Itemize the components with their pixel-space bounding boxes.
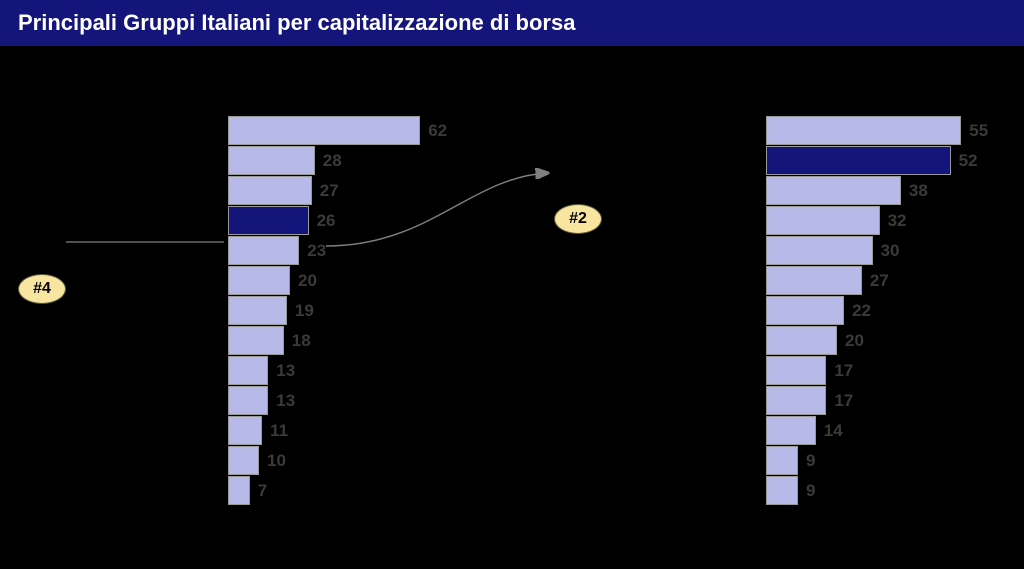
bar-value-label: 18 xyxy=(292,331,311,351)
bar xyxy=(766,326,837,355)
bar-row: 55 xyxy=(766,116,1006,145)
bar xyxy=(228,416,262,445)
bar-row: 28 xyxy=(228,146,468,175)
bar-chart-right: 55 52 3832 30 27 22 20 17 17 14 9 9 xyxy=(766,116,1006,506)
slide-title-text: Principali Gruppi Italiani per capitaliz… xyxy=(18,10,575,35)
bar xyxy=(228,386,268,415)
bar-value-label: 28 xyxy=(323,151,342,171)
bar-row: 20 xyxy=(766,326,1006,355)
bar xyxy=(766,446,798,475)
chart-area: #4 #2 62 28 27 26 23 20 19 18 13 13 11 107 55 52 3832… xyxy=(0,46,1024,567)
rank-badge-left-text: #4 xyxy=(33,280,51,298)
bar-row: 32 xyxy=(766,206,1006,235)
bar-row: 11 xyxy=(228,416,468,445)
bar-row: 22 xyxy=(766,296,1006,325)
bar-row: 30 xyxy=(766,236,1006,265)
bar-value-label: 17 xyxy=(834,391,853,411)
bar-row: 52 xyxy=(766,146,1006,175)
bar xyxy=(228,356,268,385)
bar xyxy=(766,236,873,265)
bar-value-label: 55 xyxy=(969,121,988,141)
bar-row: 7 xyxy=(228,476,468,505)
bar-chart-left: 62 28 27 26 23 20 19 18 13 13 11 107 xyxy=(228,116,468,506)
bar xyxy=(228,176,312,205)
bar xyxy=(766,266,862,295)
bar xyxy=(766,206,880,235)
bar-row: 13 xyxy=(228,386,468,415)
bar xyxy=(228,326,284,355)
bar xyxy=(766,116,961,145)
rank-badge-left: #4 xyxy=(18,274,66,304)
bar-value-label: 19 xyxy=(295,301,314,321)
bar-value-label: 38 xyxy=(909,181,928,201)
bar-row: 17 xyxy=(766,356,1006,385)
bar-row: 27 xyxy=(228,176,468,205)
bar-row: 23 xyxy=(228,236,468,265)
bar-value-label: 13 xyxy=(276,361,295,381)
bar-value-label: 11 xyxy=(270,421,288,441)
bar xyxy=(766,476,798,505)
slide-title: Principali Gruppi Italiani per capitaliz… xyxy=(0,0,1024,46)
bar-row: 17 xyxy=(766,386,1006,415)
bar-row: 9 xyxy=(766,476,1006,505)
bar xyxy=(766,296,844,325)
bar-value-label: 13 xyxy=(276,391,295,411)
bar xyxy=(228,266,290,295)
bar-value-label: 9 xyxy=(806,451,815,471)
bar xyxy=(766,416,816,445)
bar-value-label: 14 xyxy=(824,421,843,441)
bar xyxy=(766,386,826,415)
bar-value-label: 22 xyxy=(852,301,871,321)
bar xyxy=(228,446,259,475)
bar-value-label: 23 xyxy=(307,241,326,261)
bar-row: 62 xyxy=(228,116,468,145)
bar-highlight xyxy=(228,206,309,235)
bar-value-label: 17 xyxy=(834,361,853,381)
bar-row: 9 xyxy=(766,446,1006,475)
bar-value-label: 20 xyxy=(845,331,864,351)
bar-value-label: 10 xyxy=(267,451,286,471)
bar-row: 26 xyxy=(228,206,468,235)
bar xyxy=(228,146,315,175)
bar xyxy=(766,176,901,205)
bar xyxy=(228,296,287,325)
bar-value-label: 32 xyxy=(888,211,907,231)
bar xyxy=(228,116,420,145)
bar-value-label: 7 xyxy=(258,481,267,501)
bar-row: 18 xyxy=(228,326,468,355)
bar-row: 14 xyxy=(766,416,1006,445)
bar-row: 20 xyxy=(228,266,468,295)
bar-value-label: 9 xyxy=(806,481,815,501)
bar-value-label: 62 xyxy=(428,121,447,141)
bar-row: 19 xyxy=(228,296,468,325)
bar xyxy=(766,356,826,385)
rank-badge-right-text: #2 xyxy=(569,210,587,228)
bar-row: 27 xyxy=(766,266,1006,295)
rank-badge-right: #2 xyxy=(554,204,602,234)
bar-row: 10 xyxy=(228,446,468,475)
bar-row: 13 xyxy=(228,356,468,385)
bar-highlight xyxy=(766,146,951,175)
bar-value-label: 27 xyxy=(320,181,339,201)
bar-row: 38 xyxy=(766,176,1006,205)
bar-value-label: 20 xyxy=(298,271,317,291)
bar xyxy=(228,476,250,505)
bar-value-label: 30 xyxy=(881,241,900,261)
bar xyxy=(228,236,299,265)
bar-value-label: 27 xyxy=(870,271,889,291)
bar-value-label: 52 xyxy=(959,151,978,171)
bar-value-label: 26 xyxy=(317,211,336,231)
